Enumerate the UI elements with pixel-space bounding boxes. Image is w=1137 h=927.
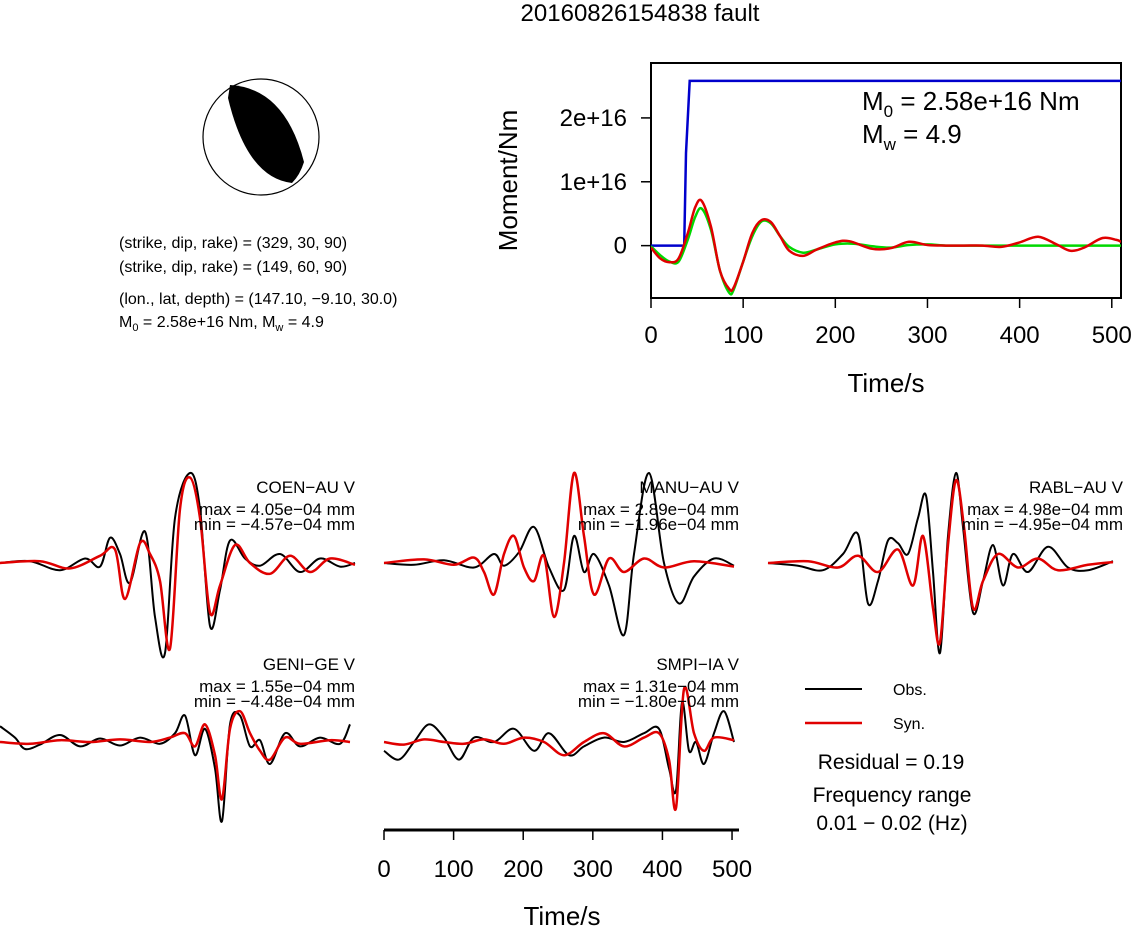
y-tick-label: 1e+16	[560, 169, 627, 196]
observed-waveform	[767, 471, 1114, 655]
moment-summary: M0 = 2.58e+16 Nm, Mw = 4.9	[119, 314, 324, 334]
fit-line	[651, 206, 1121, 296]
moment-annotation: M0 = 2.58e+16 Nm	[862, 86, 1080, 121]
station-max: max = 2.89e−04 mm	[583, 500, 739, 519]
time-axis-tick-label: 400	[642, 856, 682, 883]
station-min: min = −4.48e−04 mm	[194, 692, 355, 711]
nodal-plane-2: (strike, dip, rake) = (149, 60, 90)	[119, 259, 347, 276]
observed-waveform	[383, 471, 735, 637]
time-axis-tick-label: 300	[573, 856, 613, 883]
y-tick-label: 2e+16	[560, 105, 627, 132]
x-tick-label: 100	[723, 322, 763, 349]
x-tick-label: 0	[644, 322, 657, 349]
x-tick-label: 200	[815, 322, 855, 349]
station-max: max = 1.55e−04 mm	[199, 677, 355, 696]
y-axis-label: Moment/Nm	[493, 110, 523, 252]
legend: Obs. Syn. Residual = 0.19 Frequency rang…	[805, 682, 971, 835]
time-axis-label: Time/s	[523, 901, 600, 927]
x-tick-label: 400	[1000, 322, 1040, 349]
synthetic-waveform	[767, 478, 1114, 646]
station-min: min = −1.80e−04 mm	[578, 692, 739, 711]
station-name: MANU−AU V	[639, 478, 739, 497]
observed-waveform	[0, 711, 351, 823]
station-name: RABL−AU V	[1029, 478, 1124, 497]
x-tick-label: 300	[907, 322, 947, 349]
time-axis-tick-label: 500	[712, 856, 752, 883]
event-location: (lon., lat, depth) = (147.10, −9.10, 30.…	[119, 291, 397, 308]
x-axis-label: Time/s	[847, 368, 924, 398]
station-min: min = −1.96e−04 mm	[578, 515, 739, 534]
station-max: max = 4.98e−04 mm	[967, 500, 1123, 519]
station-max: max = 1.31e−04 mm	[583, 677, 739, 696]
legend-obs-label: Obs.	[893, 682, 927, 699]
y-tick-label: 0	[614, 233, 627, 260]
moment-rate-plot: 0 100 200 300 400 500 0 1e+16 2e+16 Time/s Moment/…	[493, 62, 1132, 398]
synthetic-waveform	[383, 471, 735, 619]
time-axis-tick-label: 100	[434, 856, 474, 883]
station-name: COEN−AU V	[256, 478, 355, 497]
station-name: GENI−GE V	[263, 655, 356, 674]
moment-rate-line	[651, 198, 1121, 293]
source-time-function-line	[651, 79, 1121, 247]
magnitude-annotation: Mw = 4.9	[862, 119, 962, 154]
synthetic-waveform	[0, 476, 356, 652]
nodal-plane-1: (strike, dip, rake) = (329, 30, 90)	[119, 235, 347, 252]
frequency-range-label: Frequency range	[813, 784, 972, 807]
station-min: min = −4.95e−04 mm	[962, 515, 1123, 534]
plot-frame	[650, 62, 1122, 299]
frequency-range-value: 0.01 − 0.02 (Hz)	[816, 812, 967, 835]
station-max: max = 4.05e−04 mm	[199, 500, 355, 519]
time-axis-tick-label: 200	[503, 856, 543, 883]
beachball	[202, 78, 320, 196]
residual-text: Residual = 0.19	[818, 751, 965, 774]
station-min: min = −4.57e−04 mm	[194, 515, 355, 534]
figure-title: 20160826154838 fault	[521, 0, 760, 27]
x-tick-label: 500	[1092, 322, 1132, 349]
synthetic-waveform	[383, 685, 735, 812]
station-name: SMPI−IA V	[656, 655, 739, 674]
time-axis-tick-label: 0	[377, 856, 390, 883]
legend-syn-label: Syn.	[893, 716, 925, 733]
observed-waveform	[0, 471, 356, 659]
observed-waveform	[383, 701, 735, 795]
beachball-compressional-quadrant	[228, 85, 304, 183]
synthetic-waveform	[0, 709, 351, 801]
